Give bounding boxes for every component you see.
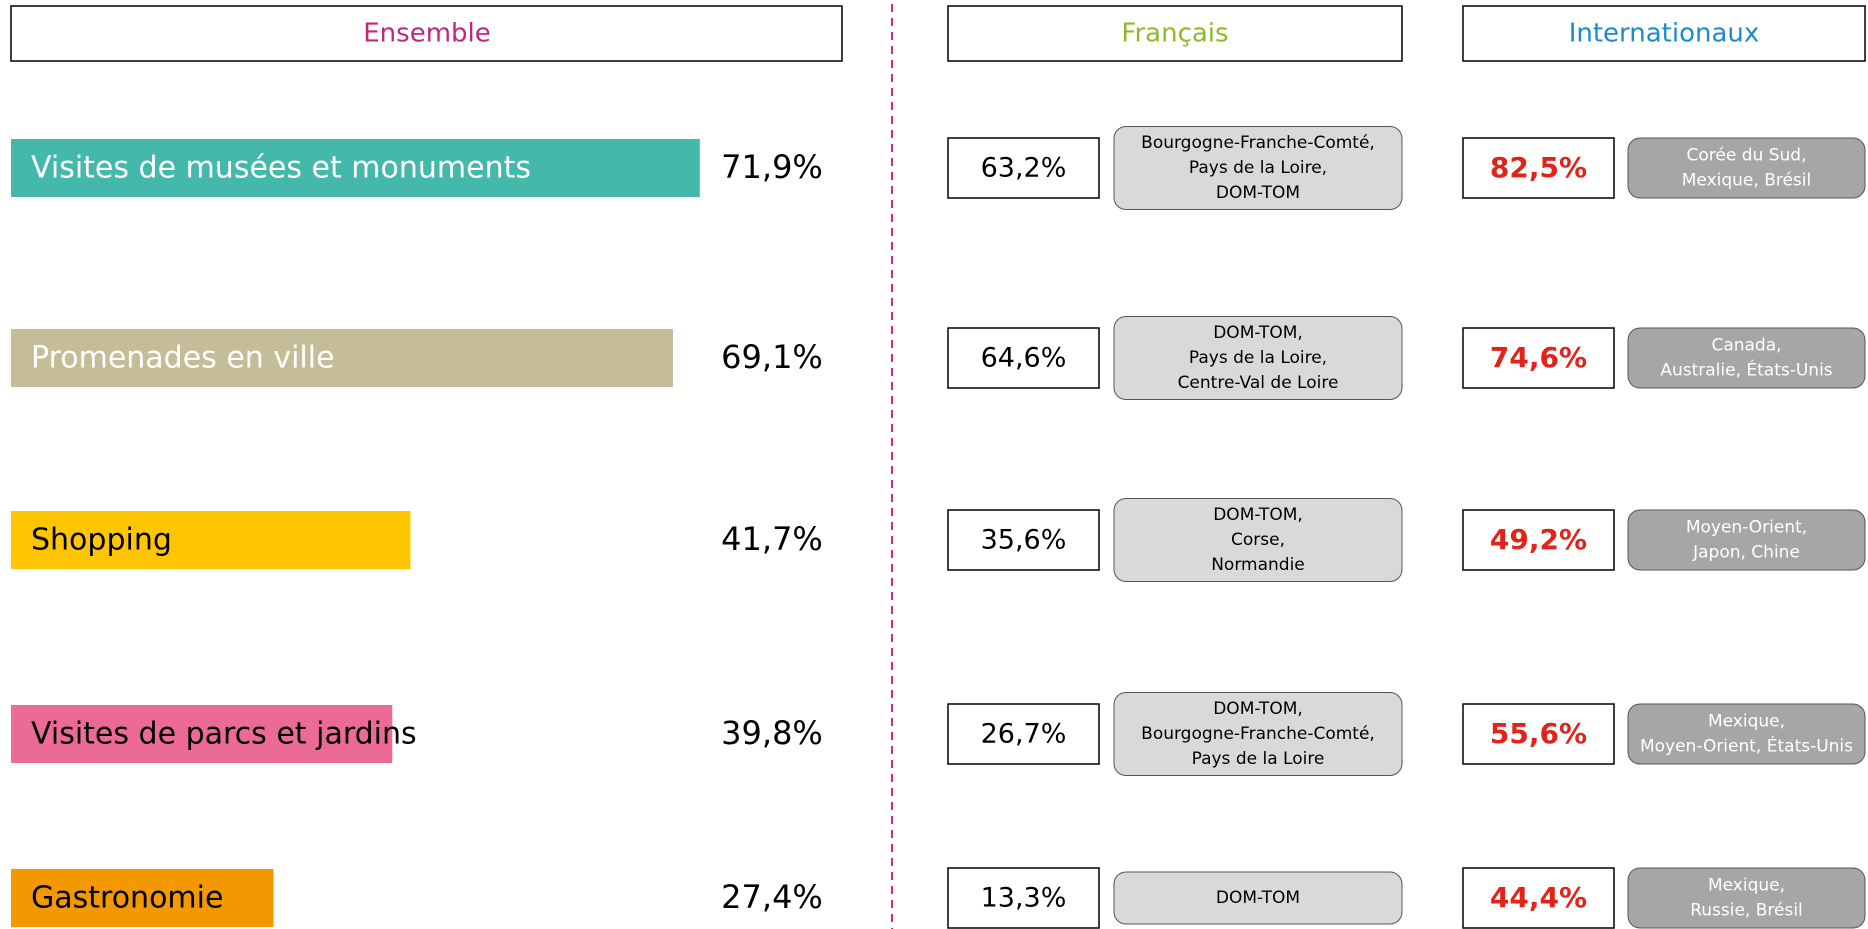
value-label: 82,5%	[1490, 151, 1587, 184]
bar-label: Shopping	[31, 523, 172, 558]
region-box	[1113, 498, 1403, 582]
value-label: 39,8%	[721, 714, 823, 752]
region-text: DOM-TOM,	[1213, 323, 1303, 343]
region-box	[1113, 126, 1403, 210]
region-text: Normandie	[1211, 555, 1305, 575]
bar	[11, 705, 393, 763]
value-label: 27,4%	[721, 878, 823, 916]
value-label: 44,4%	[1490, 881, 1587, 914]
header-box	[1462, 5, 1866, 62]
region-box	[1627, 137, 1866, 199]
value-box	[947, 703, 1100, 765]
region-text: Corée du Sud,	[1687, 146, 1807, 166]
region-box	[1113, 316, 1403, 400]
value-label: 55,6%	[1490, 717, 1587, 750]
group-title: Français	[1121, 19, 1228, 49]
region-text: DOM-TOM	[1216, 183, 1300, 203]
region-box	[1627, 327, 1866, 389]
bar-label: Visites de parcs et jardins	[31, 717, 417, 752]
bar	[11, 329, 673, 387]
region-text: DOM-TOM,	[1213, 505, 1303, 525]
group-title: Internationaux	[1569, 19, 1760, 49]
value-box	[1462, 137, 1615, 199]
region-text: Centre-Val de Loire	[1178, 373, 1339, 393]
region-text: DOM-TOM	[1216, 888, 1300, 908]
bar	[11, 869, 274, 927]
value-label: 49,2%	[1490, 523, 1587, 556]
region-text: Moyen-Orient, États-Unis	[1640, 735, 1853, 757]
region-text: DOM-TOM,	[1213, 699, 1303, 719]
value-box	[1462, 509, 1615, 571]
region-text: Mexique, Brésil	[1682, 171, 1811, 191]
value-label: 41,7%	[721, 520, 823, 558]
value-box	[1462, 867, 1615, 929]
bar	[11, 139, 700, 197]
value-label: 13,3%	[981, 883, 1067, 914]
region-box	[1113, 871, 1403, 925]
value-box	[947, 137, 1100, 199]
value-box	[947, 509, 1100, 571]
region-text: Japon, Chine	[1692, 543, 1800, 563]
bar-label: Gastronomie	[31, 881, 223, 916]
value-label: 26,7%	[981, 719, 1067, 750]
region-box	[1627, 703, 1866, 765]
region-box	[1113, 692, 1403, 776]
region-text: Corse,	[1231, 530, 1285, 550]
region-text: Australie, États-Unis	[1660, 359, 1832, 381]
value-label: 69,1%	[721, 338, 823, 376]
value-label: 64,6%	[981, 343, 1067, 374]
header-box	[10, 5, 843, 62]
value-label: 74,6%	[1490, 341, 1587, 374]
value-label: 71,9%	[721, 148, 823, 186]
region-text: Canada,	[1711, 336, 1781, 356]
region-text: Russie, Brésil	[1690, 901, 1803, 921]
region-text: Pays de la Loire	[1192, 749, 1325, 769]
region-text: Bourgogne-Franche-Comté,	[1141, 724, 1375, 744]
bar-label: Promenades en ville	[31, 341, 335, 376]
value-box	[1462, 703, 1615, 765]
region-text: Mexique,	[1708, 876, 1785, 896]
bar-label: Visites de musées et monuments	[31, 151, 531, 186]
value-label: 63,2%	[981, 153, 1067, 184]
bar	[11, 511, 411, 569]
region-text: Pays de la Loire,	[1189, 158, 1327, 178]
region-text: Pays de la Loire,	[1189, 348, 1327, 368]
region-text: Moyen-Orient,	[1686, 518, 1807, 538]
chart-title: Ensemble	[363, 19, 491, 49]
region-box	[1627, 509, 1866, 571]
value-box	[947, 867, 1100, 929]
region-text: Mexique,	[1708, 712, 1785, 732]
region-box	[1627, 867, 1866, 929]
value-box	[947, 327, 1100, 389]
header-box	[947, 5, 1403, 62]
value-label: 35,6%	[981, 525, 1067, 556]
region-text: Bourgogne-Franche-Comté,	[1141, 133, 1375, 153]
value-box	[1462, 327, 1615, 389]
